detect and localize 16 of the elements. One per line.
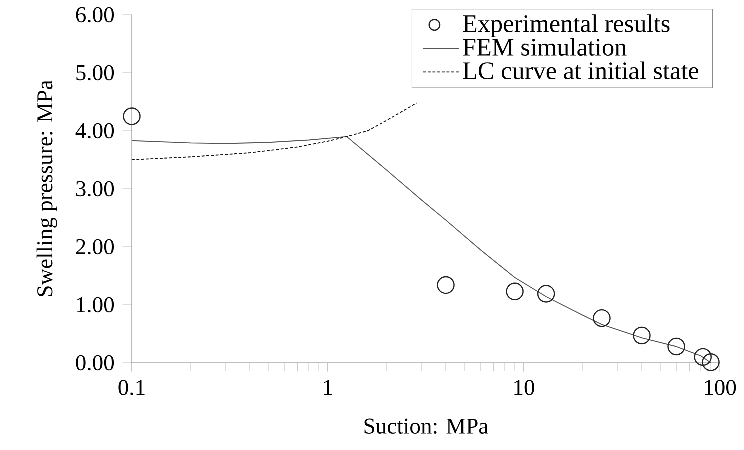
y-tick-label: 5.00 xyxy=(76,65,114,81)
y-tick-label: 3.00 xyxy=(76,181,114,197)
x-tick-label: 1 xyxy=(324,380,332,396)
y-tick-label: 1.00 xyxy=(77,297,114,313)
y-tick-label: 2.00 xyxy=(76,239,114,255)
x-tick-label: 100 xyxy=(705,380,736,396)
y-tick-label: 4.00 xyxy=(76,123,114,139)
legend-label: Experimental results xyxy=(463,14,670,38)
x-tick-label: 0.1 xyxy=(118,380,145,396)
y-axis-title: Swelling pressure: MPa xyxy=(36,80,58,296)
y-tick-label: 0.00 xyxy=(76,355,114,371)
legend-label: LC curve at initial state xyxy=(463,62,699,80)
y-tick-label: 6.00 xyxy=(76,7,114,23)
legend-label: FEM simulation xyxy=(463,38,627,56)
x-axis-title: Suction: MPa xyxy=(364,418,488,434)
x-tick-label: 10 xyxy=(514,380,534,396)
